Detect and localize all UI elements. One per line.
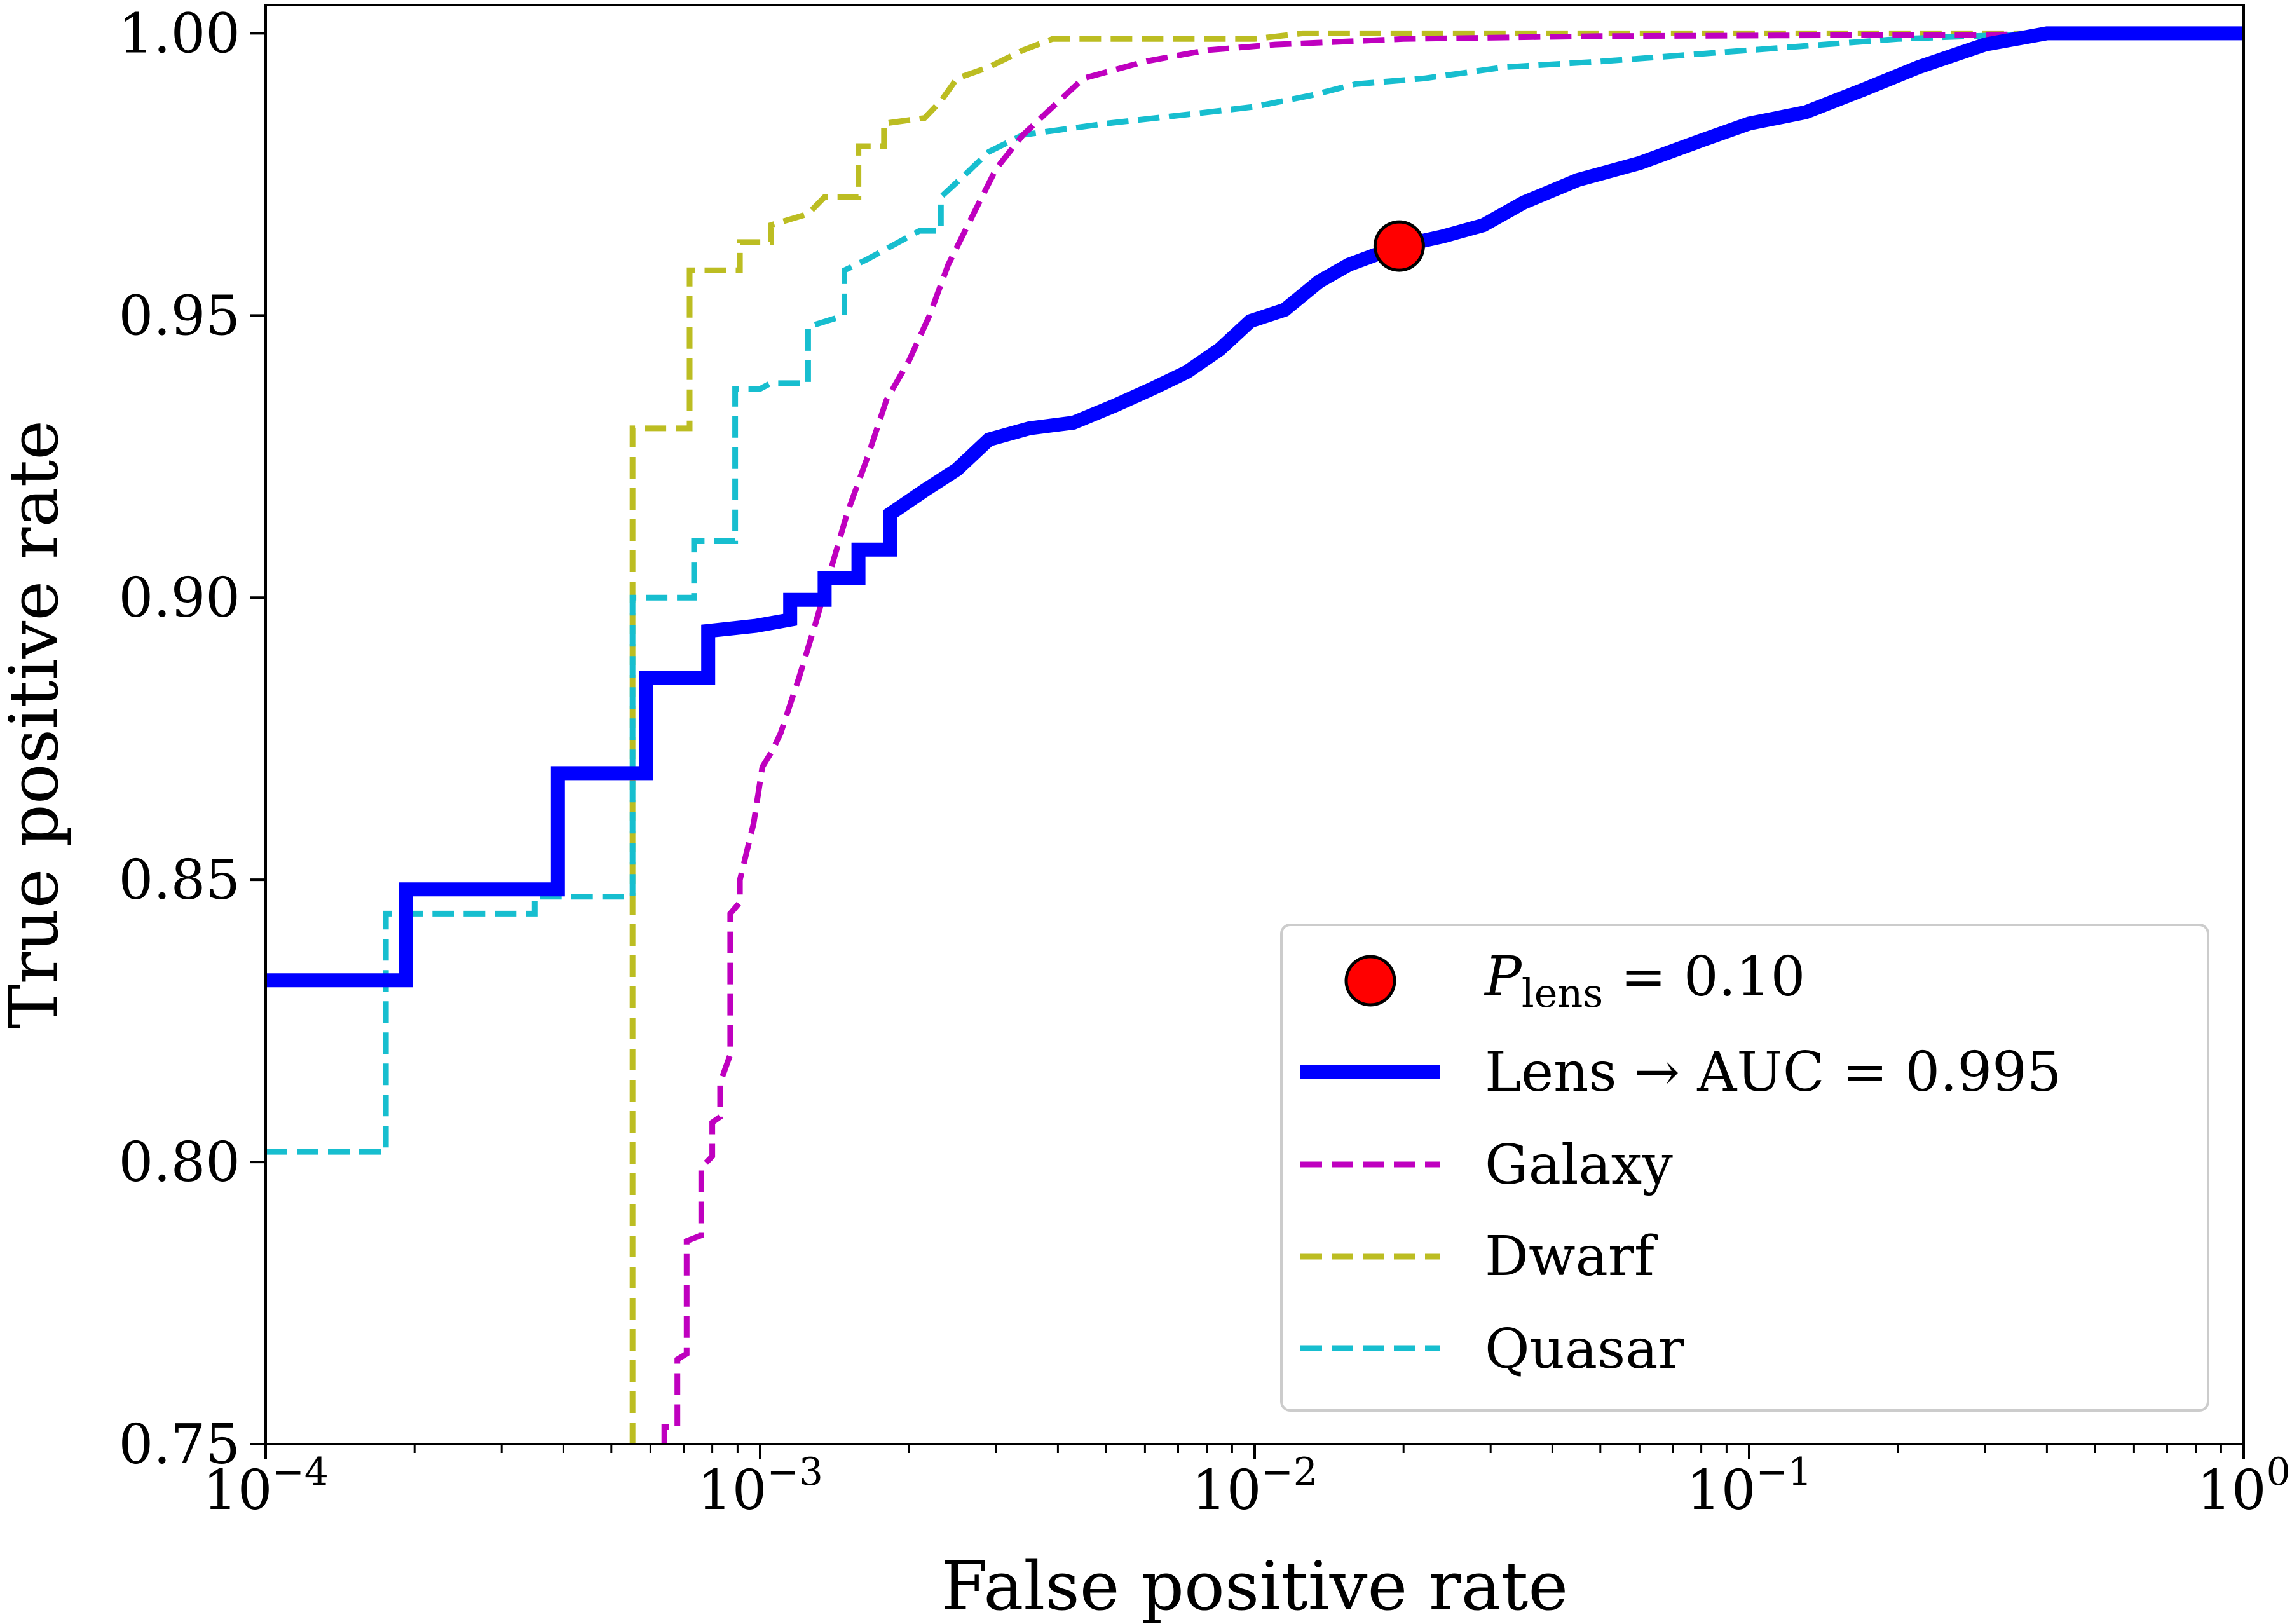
legend-lens-label: Lens → AUC = 0.995 xyxy=(1485,1041,2062,1104)
legend: Plens = 0.10 Lens → AUC = 0.995 Galaxy D… xyxy=(1280,924,2209,1412)
series-line-galaxy xyxy=(661,30,2244,1444)
y-tick-label: 0.75 xyxy=(119,1413,240,1477)
operating-point-marker xyxy=(1373,220,1425,272)
y-tick-label: 0.90 xyxy=(119,566,240,630)
legend-dwarf-label: Dwarf xyxy=(1485,1225,1658,1288)
y-tick-label: 0.95 xyxy=(119,284,240,348)
x-axis-label: False positive rate xyxy=(941,1547,1568,1624)
y-tick-label: 0.85 xyxy=(119,849,240,912)
y-tick-label: 0.80 xyxy=(119,1131,240,1194)
series-line-dwarf xyxy=(629,30,2244,1444)
x-tick-label: 100 xyxy=(2197,1450,2291,1522)
x-axis-ticks: 10−4 10−3 10−2 10−1 100 xyxy=(203,1444,2291,1522)
y-tick-label: 1.00 xyxy=(119,2,240,65)
legend-frame xyxy=(1280,924,2209,1412)
marker-layer xyxy=(1373,220,1425,272)
y-axis-label: True positive rate xyxy=(0,420,73,1029)
series-line-quasar xyxy=(266,30,2244,1155)
x-tick-label: 10−1 xyxy=(1686,1450,1812,1522)
legend-marker-label: Plens = 0.10 xyxy=(1484,945,1805,1016)
series-layer xyxy=(266,26,2244,1444)
x-tick-label: 10−4 xyxy=(203,1450,329,1522)
legend-marker-swatch xyxy=(1344,955,1396,1007)
y-axis-ticks: 0.75 0.80 0.85 0.90 0.95 1.00 xyxy=(119,2,266,1477)
x-tick-label: 10−3 xyxy=(697,1450,823,1522)
series-line-lens xyxy=(266,26,2244,988)
legend-galaxy-label: Galaxy xyxy=(1485,1133,1673,1197)
legend-quasar-label: Quasar xyxy=(1485,1318,1685,1381)
x-tick-label: 10−2 xyxy=(1192,1450,1318,1522)
